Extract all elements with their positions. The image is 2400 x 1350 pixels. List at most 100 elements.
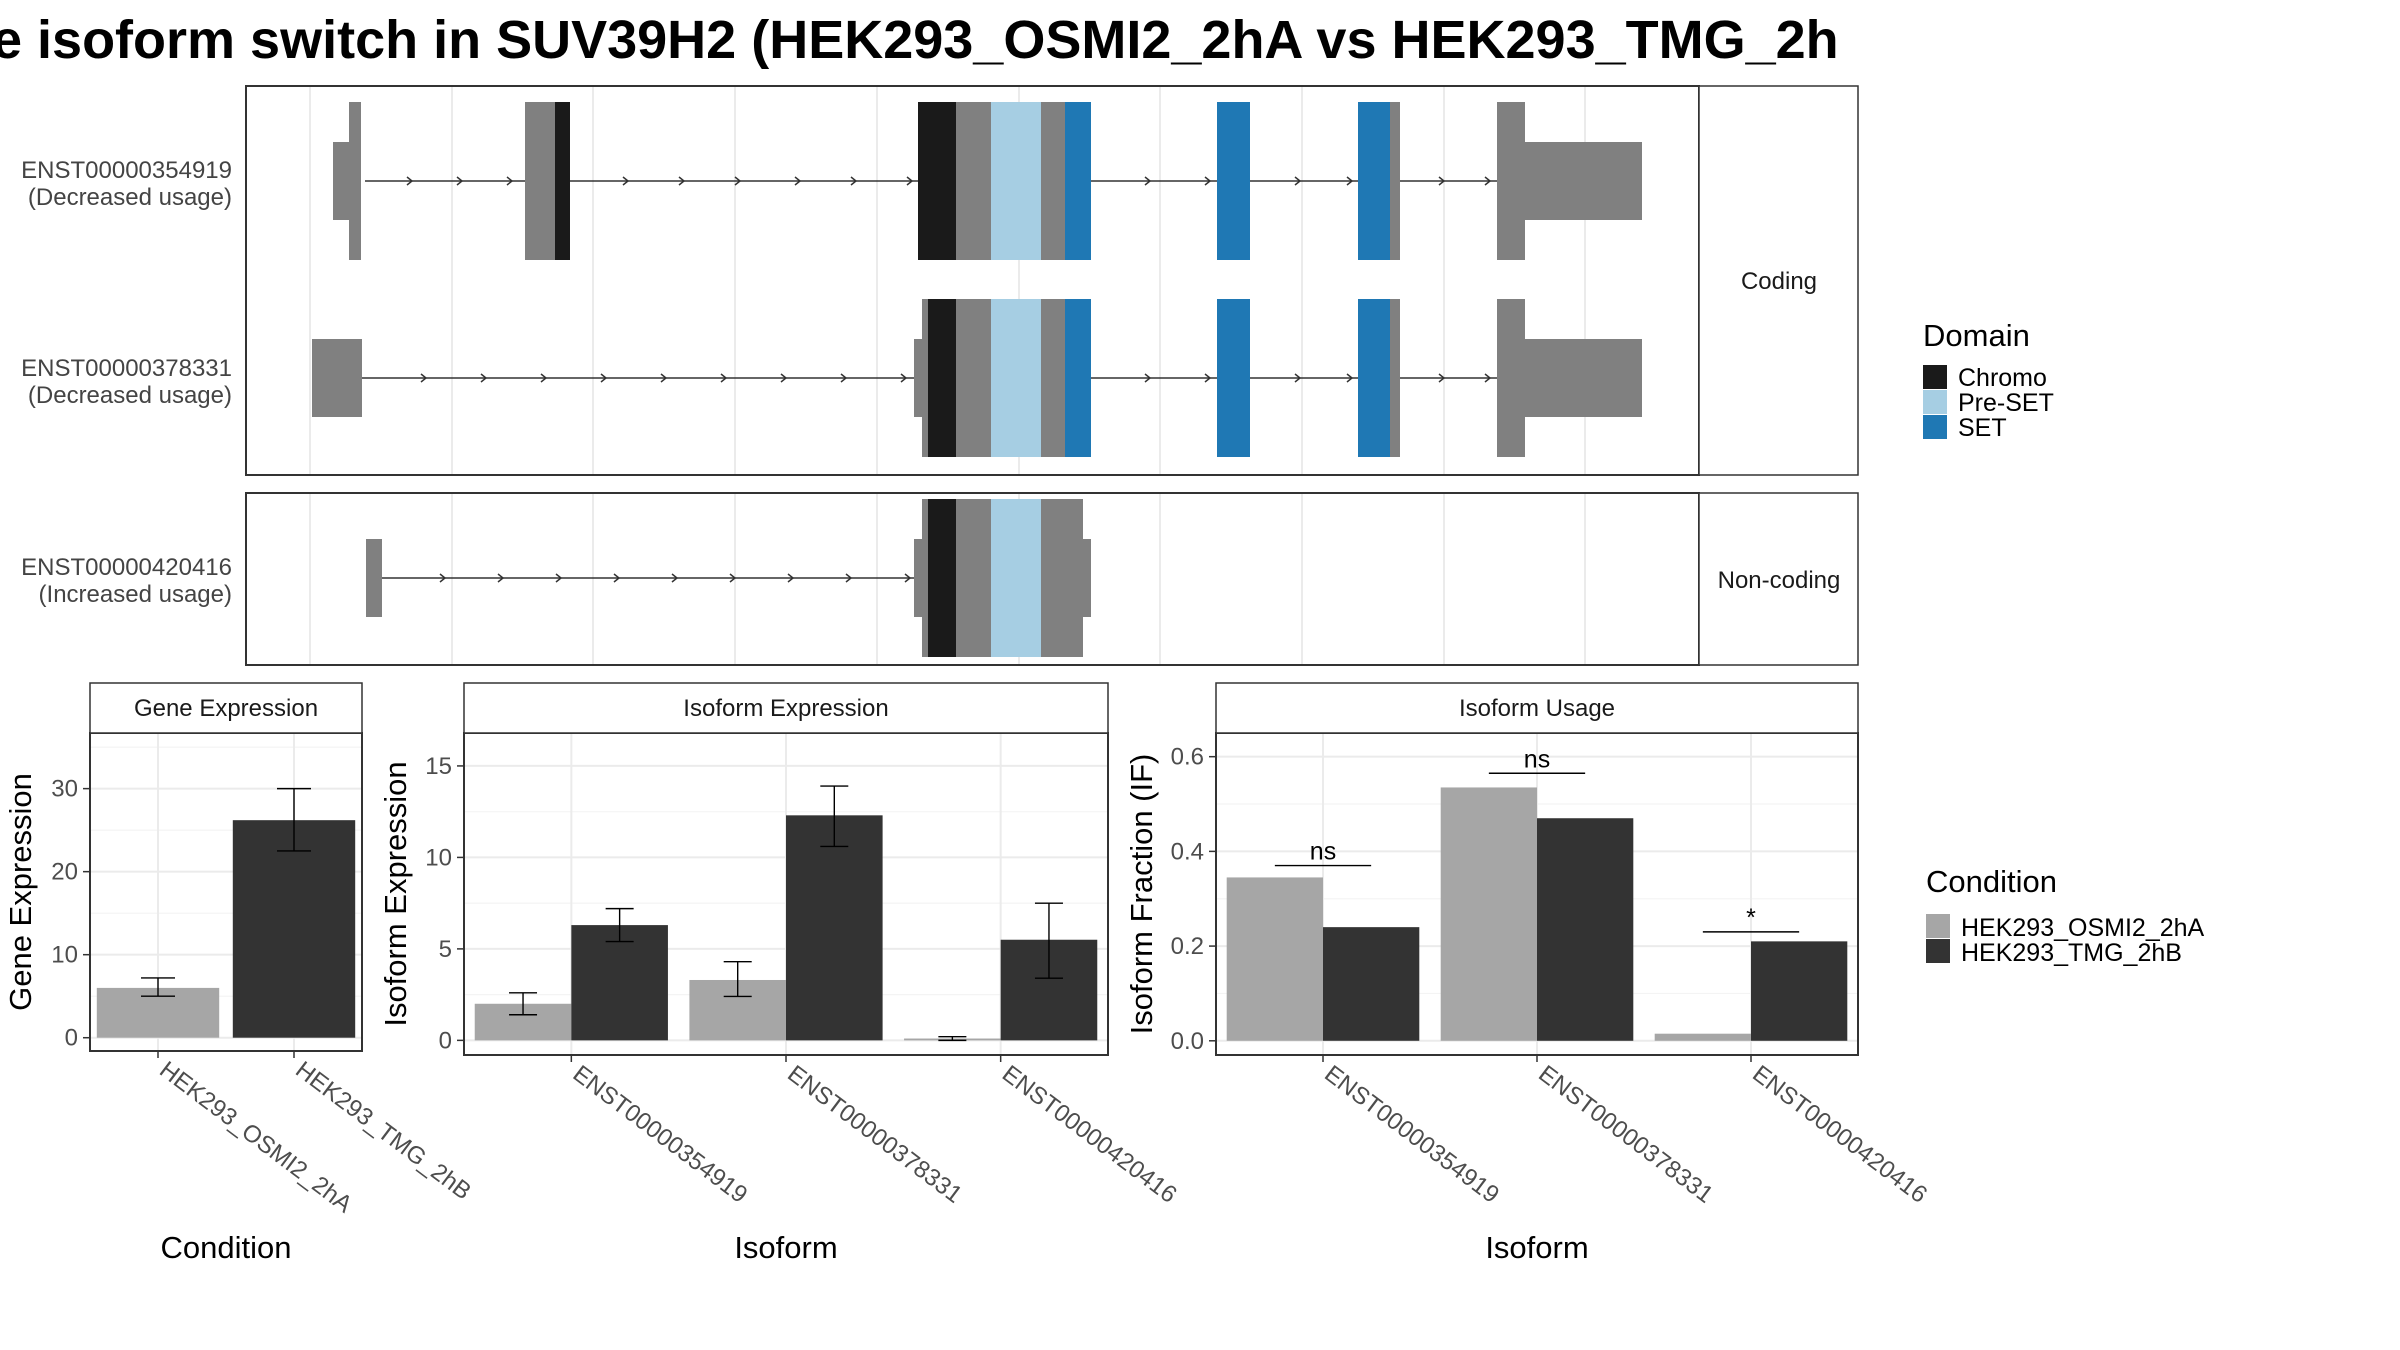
- facet-strip-title: Gene Expression: [134, 695, 318, 722]
- facet-strip-title: Isoform Usage: [1459, 695, 1615, 722]
- coding-strip-label: Coding: [1741, 268, 1817, 295]
- legend-swatch-pre-set: [1923, 390, 1947, 414]
- y-tick-label: 5: [439, 936, 452, 963]
- y-tick-label: 10: [425, 844, 452, 871]
- intron-direction-arrow: [850, 176, 858, 186]
- coding-exon: [922, 299, 928, 457]
- intron-direction-arrow: [1484, 176, 1492, 186]
- coding-exon: [1497, 299, 1525, 457]
- intron-direction-arrow: [1438, 176, 1446, 186]
- utr-exon: [1525, 339, 1642, 417]
- intron-direction-arrow: [720, 373, 728, 383]
- utr-exon: [333, 142, 349, 220]
- coding-exon: [1390, 102, 1400, 260]
- intron-direction-arrow: [660, 373, 668, 383]
- intron-direction-arrow: [1144, 176, 1152, 186]
- bar-HEK293_TMG_2hB: [232, 820, 356, 1038]
- bar-ENST00000354919-HEK293_TMG_2hB: [571, 925, 668, 1041]
- utr-exon: [312, 339, 362, 417]
- intron-direction-arrow: [900, 373, 908, 383]
- noncoding-strip: [1698, 492, 1859, 666]
- domain-legend-title: Domain: [1923, 318, 2030, 353]
- legend-label-set: SET: [1958, 414, 2007, 442]
- intron-direction-arrow: [734, 176, 742, 186]
- y-axis-title: Gene Expression: [3, 773, 38, 1011]
- intron-direction-arrow: [406, 176, 414, 186]
- domain-chromo: [928, 499, 956, 657]
- domain-set: [1065, 299, 1091, 457]
- exon: [366, 539, 382, 617]
- bar-ENST00000354919-HEK293_OSMI2_2hA: [1226, 877, 1323, 1041]
- transcript-ENST00000354919: [333, 102, 1642, 260]
- exon: [1083, 539, 1091, 617]
- y-axis-title: Isoform Expression: [378, 761, 413, 1026]
- y-tick-label: 20: [51, 859, 78, 886]
- intron-direction-arrow: [622, 176, 630, 186]
- intron-direction-arrow: [497, 573, 505, 583]
- coding-exon: [1390, 299, 1400, 457]
- domain-pre-set: [991, 499, 1041, 657]
- intron-direction-arrow: [678, 176, 686, 186]
- utr-exon: [1525, 142, 1642, 220]
- tx1-usage-label: (Decreased usage): [28, 184, 232, 211]
- y-tick-label: 0: [439, 1027, 452, 1054]
- x-axis-title: Isoform: [1485, 1230, 1588, 1265]
- legend-label-osmi2: HEK293_OSMI2_2hA: [1961, 914, 2205, 942]
- intron-direction-arrow: [1204, 373, 1212, 383]
- condition-legend: Condition HEK293_OSMI2_2hA HEK293_TMG_2h…: [1926, 864, 2205, 967]
- intron-direction-arrow: [1346, 373, 1354, 383]
- condition-legend-title: Condition: [1926, 864, 2057, 899]
- exon: [956, 499, 991, 657]
- bar-ENST00000420416-HEK293_OSMI2_2hA: [1654, 1033, 1751, 1041]
- coding-exon: [349, 102, 361, 260]
- exon: [1041, 499, 1083, 657]
- transcript-ENST00000420416: [366, 499, 1091, 657]
- coding-exon: [525, 102, 555, 260]
- domain-chromo: [555, 102, 570, 260]
- x-tick-label: ENST00000378331: [1533, 1060, 1718, 1208]
- y-tick-label: 30: [51, 776, 78, 803]
- tx3-usage-label: (Increased usage): [39, 581, 232, 608]
- x-axis-title: Condition: [161, 1230, 292, 1265]
- intron-direction-arrow: [613, 573, 621, 583]
- tx2-id-label: ENST00000378331: [21, 355, 232, 382]
- x-tick-label: ENST00000420416: [997, 1060, 1182, 1208]
- intron-direction-arrow: [729, 573, 737, 583]
- exon: [922, 499, 928, 657]
- x-tick-label: ENST00000354919: [1319, 1060, 1504, 1208]
- bar-ENST00000354919-HEK293_TMG_2hB: [1323, 927, 1420, 1041]
- legend-label-chromo: Chromo: [1958, 364, 2047, 392]
- transcript-structure-plot: Coding Non-coding ENST00000354919 (Decre…: [21, 85, 1859, 666]
- noncoding-strip-label: Non-coding: [1718, 567, 1841, 594]
- intron-direction-arrow: [600, 373, 608, 383]
- tx2-usage-label: (Decreased usage): [28, 382, 232, 409]
- domain-set: [1217, 102, 1250, 260]
- domain-set: [1065, 102, 1091, 260]
- facet-strip: [1215, 682, 1859, 734]
- intron-direction-arrow: [1346, 176, 1354, 186]
- intron-direction-arrow: [845, 573, 853, 583]
- intron-direction-arrow: [1144, 373, 1152, 383]
- y-tick-label: 0.0: [1171, 1028, 1204, 1055]
- x-tick-label: ENST00000354919: [568, 1060, 753, 1208]
- intron-direction-arrow: [540, 373, 548, 383]
- intron-direction-arrow: [420, 373, 428, 383]
- intron-direction-arrow: [1484, 373, 1492, 383]
- intron-direction-arrow: [1294, 373, 1302, 383]
- y-axis-title: Isoform Fraction (IF): [1124, 754, 1159, 1035]
- x-axis-title: Isoform: [734, 1230, 837, 1265]
- intron-direction-arrow: [480, 373, 488, 383]
- facet-strip-title: Isoform Expression: [683, 695, 888, 722]
- bar-ENST00000378331-HEK293_TMG_2hB: [786, 815, 883, 1041]
- legend-label-pre-set: Pre-SET: [1958, 389, 2054, 417]
- significance-label: ns: [1310, 838, 1336, 866]
- intron-direction-arrow: [1204, 176, 1212, 186]
- significance-label: *: [1746, 904, 1756, 932]
- figure-title: e isoform switch in SUV39H2 (HEK293_OSMI…: [0, 10, 1839, 70]
- intron-direction-arrow: [840, 373, 848, 383]
- intron-direction-arrow: [1438, 373, 1446, 383]
- isoform-usage-chart: ns ns * Isoform Usage 0.0 0.2 0.4 0.6 ENST000003…: [1124, 682, 1932, 1265]
- domain-set: [1358, 102, 1390, 260]
- domain-pre-set: [991, 102, 1041, 260]
